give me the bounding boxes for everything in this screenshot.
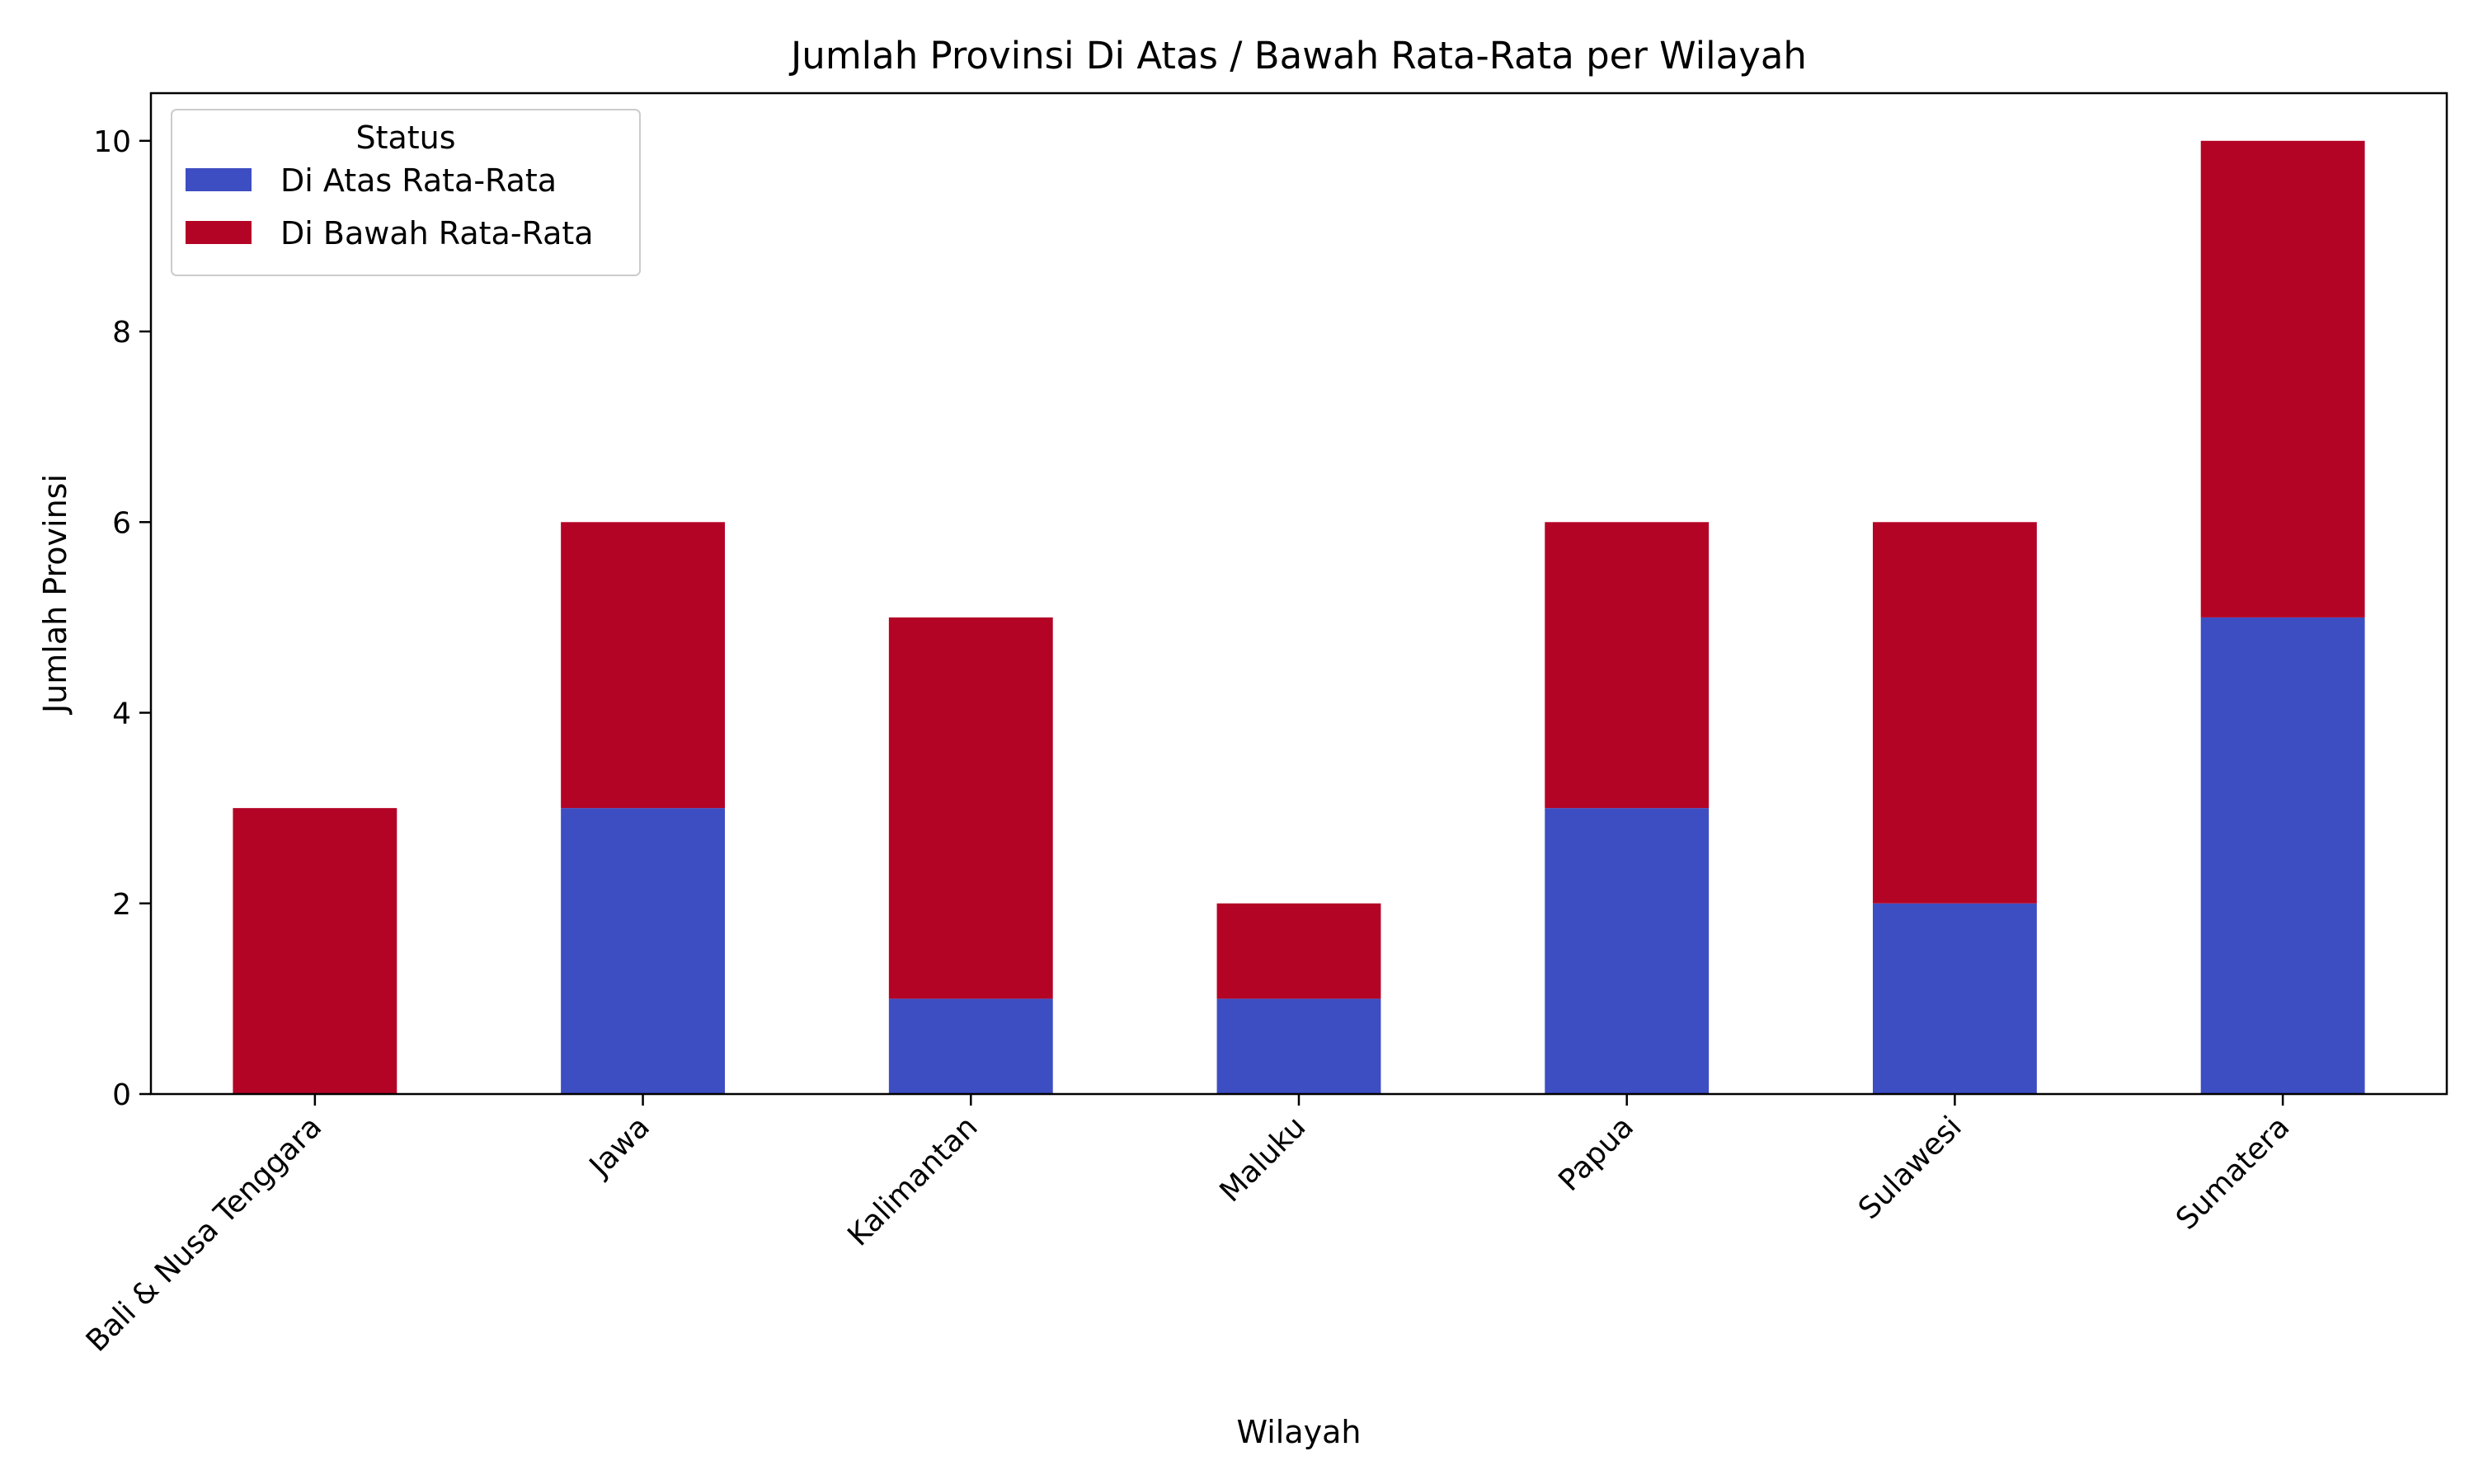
bar-above-avg-5 <box>1873 903 2037 1094</box>
x-tick-label: Maluku <box>1214 1110 1313 1209</box>
x-tick-label: Papua <box>1552 1110 1640 1198</box>
bar-below-avg-6 <box>2200 140 2365 618</box>
legend-swatch-1 <box>186 221 252 244</box>
bar-above-avg-4 <box>1545 808 1710 1094</box>
bar-below-avg-5 <box>1873 522 2037 904</box>
bar-below-avg-0 <box>233 808 397 1094</box>
bar-below-avg-3 <box>1216 903 1381 999</box>
bar-below-avg-1 <box>561 522 725 809</box>
y-tick-label: 2 <box>112 888 131 922</box>
x-axis-label: Wilayah <box>1237 1414 1362 1450</box>
legend-label-0: Di Atas Rata-Rata <box>280 162 557 199</box>
x-axis: Bali & Nusa Tenggara Jawa Kalimantan Maluku… <box>80 1094 2297 1359</box>
bars-group <box>233 140 2365 1094</box>
y-tick-label: 8 <box>112 316 131 350</box>
chart-title: Jumlah Provinsi Di Atas / Bawah Rata-Rat… <box>788 34 1807 77</box>
legend-frame <box>171 109 641 276</box>
legend-items: Di Atas Rata-Rata Di Bawah Rata-Rata <box>186 162 594 251</box>
y-tick-label: 10 <box>93 125 131 159</box>
bar-below-avg-4 <box>1545 522 1710 809</box>
bar-above-avg-2 <box>888 998 1053 1094</box>
y-tick-label: 4 <box>112 697 131 731</box>
legend: Status Di Atas Rata-Rata Di Bawah Rata-Ra… <box>171 109 641 276</box>
y-axis: 0 2 4 6 8 10 <box>93 125 151 1112</box>
x-tick-label: Bali & Nusa Tenggara <box>80 1110 328 1358</box>
bar-above-avg-3 <box>1216 998 1381 1094</box>
x-tick-label: Sulawesi <box>1852 1110 1968 1226</box>
x-tick-label: Sumatera <box>2170 1110 2296 1236</box>
legend-title: Status <box>355 120 455 156</box>
x-tick-label: Jawa <box>582 1110 656 1184</box>
legend-label-1: Di Bawah Rata-Rata <box>280 215 594 251</box>
bar-below-avg-2 <box>888 617 1053 999</box>
bar-above-avg-1 <box>561 808 725 1094</box>
x-tick-label: Kalimantan <box>841 1110 984 1252</box>
y-tick-label: 0 <box>112 1078 131 1112</box>
y-tick-label: 6 <box>112 506 131 540</box>
y-axis-label: Jumlah Provinsi <box>37 474 73 715</box>
legend-swatch-0 <box>186 168 252 191</box>
bar-above-avg-6 <box>2200 617 2365 1094</box>
